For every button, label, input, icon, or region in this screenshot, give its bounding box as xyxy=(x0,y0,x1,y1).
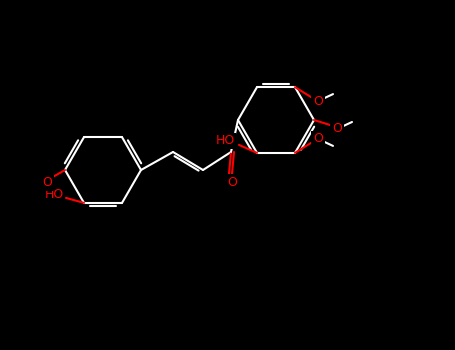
Text: HO: HO xyxy=(45,188,64,201)
Text: O: O xyxy=(313,94,323,107)
Text: O: O xyxy=(332,122,342,135)
Text: O: O xyxy=(227,175,237,189)
Text: HO: HO xyxy=(215,134,235,147)
Text: O: O xyxy=(42,176,52,189)
Text: O: O xyxy=(313,132,323,145)
